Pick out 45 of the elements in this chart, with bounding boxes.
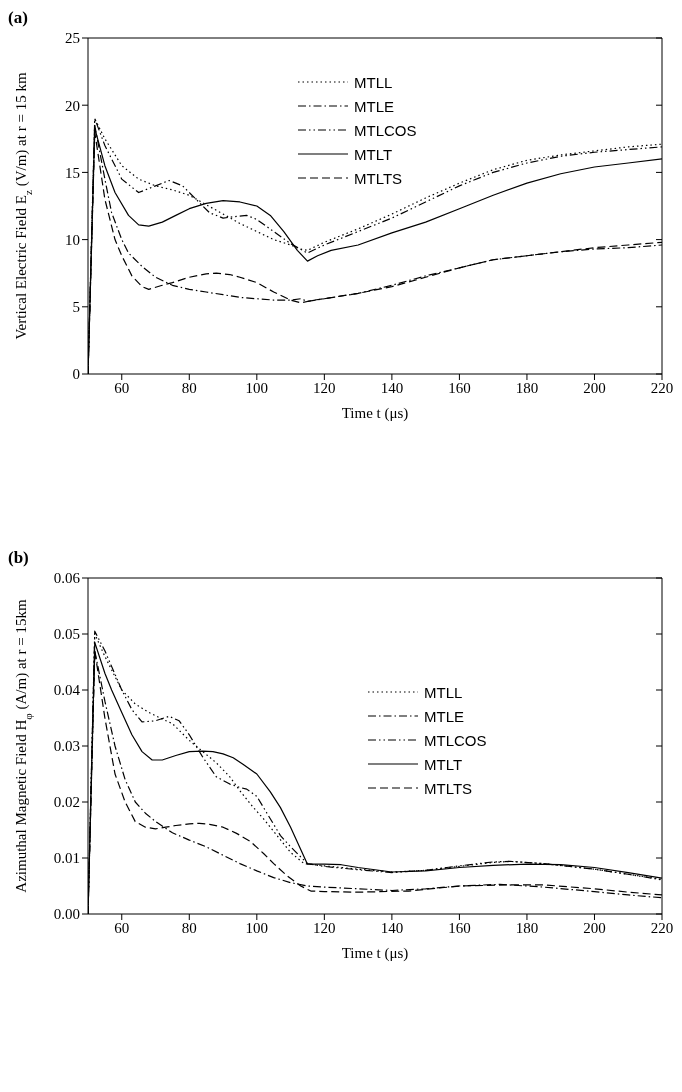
legend-label: MTLCOS xyxy=(424,731,487,749)
y-tick-label: 0 xyxy=(72,366,80,383)
legend-label: MTLL xyxy=(354,73,393,91)
x-tick-label: 60 xyxy=(114,379,130,396)
y-tick-label: 0.02 xyxy=(53,794,80,811)
x-tick-label: 220 xyxy=(650,919,674,936)
y-tick-label: 20 xyxy=(65,97,80,114)
legend-label: MTLCOS xyxy=(354,121,417,139)
x-tick-label: 140 xyxy=(380,379,404,396)
x-tick-label: 200 xyxy=(583,919,606,936)
y-tick-label: 0.05 xyxy=(53,626,80,643)
legend-label: MTLT xyxy=(354,145,393,163)
x-tick-label: 120 xyxy=(313,919,336,936)
x-tick-label: 80 xyxy=(181,379,197,396)
x-tick-label: 100 xyxy=(245,919,269,936)
y-tick-label: 10 xyxy=(65,231,80,248)
x-axis-title: Time t (μs) xyxy=(341,945,409,962)
x-tick-label: 220 xyxy=(650,379,674,396)
legend-label: MTLTS xyxy=(424,779,473,797)
x-tick-label: 160 xyxy=(448,379,471,396)
y-tick-label: 15 xyxy=(65,164,80,181)
y-tick-label: 5 xyxy=(72,299,80,316)
x-tick-label: 140 xyxy=(380,919,404,936)
x-tick-label: 60 xyxy=(114,919,130,936)
y-tick-label: 0.00 xyxy=(53,906,80,923)
legend-label: MTLT xyxy=(424,755,463,773)
chart-title: (b) xyxy=(8,548,30,569)
x-tick-label: 180 xyxy=(515,919,539,936)
legend-label: MTLE xyxy=(424,707,465,725)
legend-label: MTLTS xyxy=(354,169,403,187)
x-tick-label: 100 xyxy=(245,379,269,396)
y-tick-label: 0.01 xyxy=(53,850,80,867)
y-tick-label: 25 xyxy=(65,30,80,47)
chart-title: (a) xyxy=(8,8,29,29)
x-tick-label: 80 xyxy=(181,919,197,936)
x-tick-label: 160 xyxy=(448,919,471,936)
y-tick-label: 0.06 xyxy=(53,570,81,587)
legend-label: MTLL xyxy=(424,683,463,701)
x-tick-label: 200 xyxy=(583,379,606,396)
x-tick-label: 120 xyxy=(313,379,336,396)
x-tick-label: 180 xyxy=(515,379,539,396)
x-axis-title: Time t (μs) xyxy=(341,405,409,422)
legend-label: MTLE xyxy=(354,97,395,115)
y-tick-label: 0.04 xyxy=(53,682,81,699)
y-tick-label: 0.03 xyxy=(53,738,80,755)
